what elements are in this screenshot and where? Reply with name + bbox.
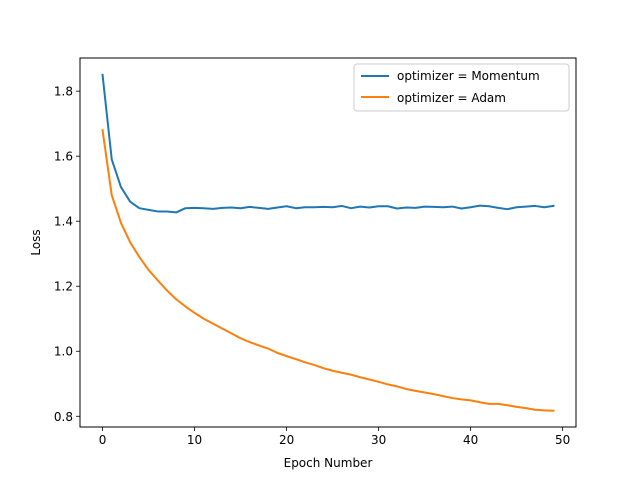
y-tick-label: 1.0	[54, 345, 73, 359]
y-tick-label: 1.2	[54, 280, 73, 294]
x-tick-label: 0	[99, 433, 107, 447]
series-line-momentum	[101, 73, 555, 214]
series-line-adam	[101, 129, 555, 412]
x-tick-label: 40	[463, 433, 478, 447]
y-tick-label: 1.6	[54, 150, 73, 164]
plot-lines	[101, 73, 555, 412]
plot-frame	[79, 57, 577, 428]
y-axis: 0.8 1.0 1.2 1.4 1.6 1.8	[54, 85, 80, 424]
y-tick-label: 0.8	[54, 410, 73, 424]
x-tick-label: 30	[371, 433, 386, 447]
legend-label-momentum: optimizer = Momentum	[397, 69, 540, 83]
legend: optimizer = Momentum optimizer = Adam	[353, 63, 570, 112]
x-tick-label: 50	[555, 433, 570, 447]
x-axis-label: Epoch Number	[284, 456, 373, 470]
x-tick-label: 20	[279, 433, 294, 447]
y-tick-label: 1.4	[54, 215, 73, 229]
x-tick-label: 10	[187, 433, 202, 447]
y-axis-label: Loss	[29, 229, 43, 255]
x-axis: 0 10 20 30 40 50	[99, 427, 570, 447]
legend-box	[353, 63, 570, 112]
legend-label-adam: optimizer = Adam	[397, 91, 506, 105]
y-tick-label: 1.8	[54, 85, 73, 99]
